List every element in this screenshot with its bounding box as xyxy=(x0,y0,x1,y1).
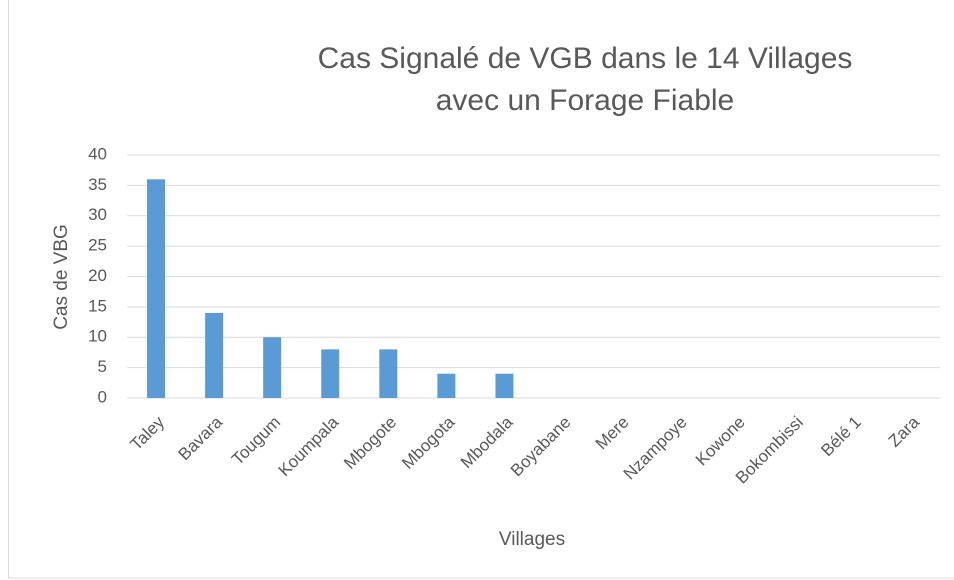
x-axis-label: Villages xyxy=(499,529,565,550)
bar xyxy=(379,349,398,398)
y-tick-label: 20 xyxy=(88,266,107,285)
y-tick-label: 35 xyxy=(88,175,107,194)
y-tick-label: 0 xyxy=(98,387,107,406)
y-axis-label: Cas de VBG xyxy=(51,224,72,330)
x-tick-label: Koumpala xyxy=(275,412,343,480)
x-tick-label: Nzampoye xyxy=(620,413,691,484)
x-tick-label: Taley xyxy=(127,412,169,454)
y-tick-label: 30 xyxy=(88,205,107,224)
x-tick-label: Bélé 1 xyxy=(817,413,865,461)
x-tick-label: Mbodala xyxy=(457,412,517,472)
x-tick-label: Mbogota xyxy=(398,412,459,473)
x-tick-label: Mbogote xyxy=(340,413,400,473)
x-tick-label: Kowone xyxy=(692,413,749,470)
chart-title: Cas Signalé de VGB dans le 14 Villages a… xyxy=(317,42,853,117)
bar xyxy=(437,373,456,398)
y-tick-label: 25 xyxy=(88,236,107,255)
y-tick-label: 5 xyxy=(98,357,107,376)
bar xyxy=(205,312,224,398)
y-tick-label: 15 xyxy=(88,296,107,315)
bar xyxy=(495,373,514,398)
x-tick-label: Bavara xyxy=(175,412,227,464)
bar xyxy=(263,337,282,398)
x-tick-label: Tougum xyxy=(228,413,284,469)
bar xyxy=(147,179,166,398)
x-tick-label: Mere xyxy=(592,413,633,454)
y-tick-label: 10 xyxy=(88,327,107,346)
chart-border xyxy=(8,0,954,579)
x-tick-label: Boyabane xyxy=(507,413,575,481)
x-tick-label: Zara xyxy=(885,412,924,451)
y-tick-label: 40 xyxy=(88,144,107,163)
bar xyxy=(321,349,340,398)
